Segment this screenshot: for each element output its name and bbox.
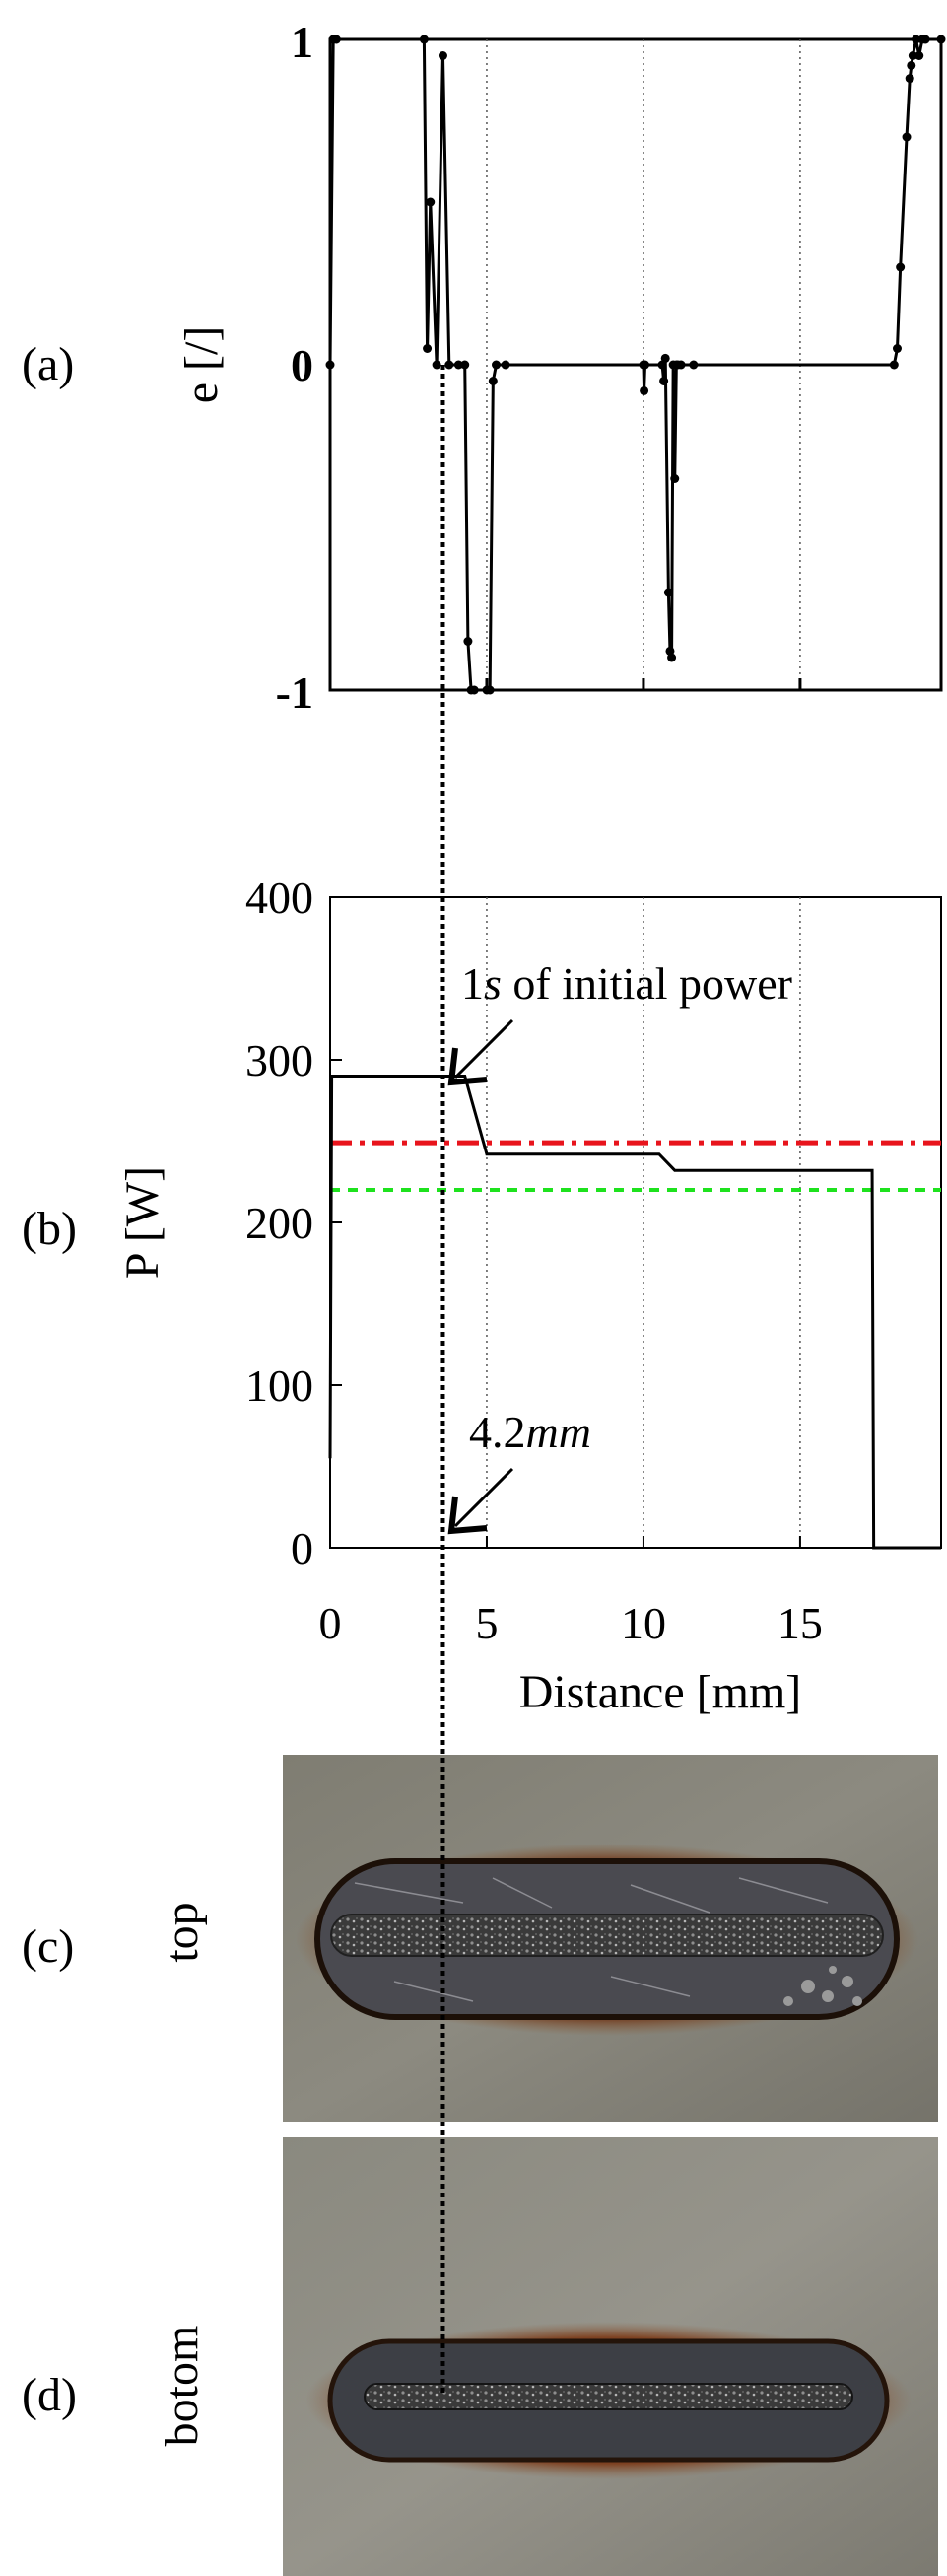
panel-b: 400 300 200 100 0 0 5 10 15 Distance [mm] P [W]…: [22, 872, 942, 1718]
data-point: [660, 353, 670, 363]
data-point: [419, 35, 429, 44]
xtick-label: 10: [621, 1598, 666, 1648]
photo-side-label-top: top: [156, 1902, 208, 1962]
data-point: [426, 197, 436, 207]
xtick-label: 15: [778, 1598, 823, 1648]
data-point: [460, 360, 470, 370]
arrow-head: [447, 1496, 488, 1535]
x-axis-label: Distance [mm]: [519, 1666, 802, 1718]
x-tick-labels: 0 5 10 15: [319, 1598, 823, 1648]
data-point: [659, 377, 669, 385]
weld-kerf: [330, 1914, 884, 1957]
photo-separator: [283, 2122, 938, 2137]
panel-label-b: (b): [22, 1203, 77, 1255]
data-point: [914, 51, 924, 60]
data-point: [492, 360, 502, 370]
series-points: [325, 35, 946, 695]
annotation-arrow: [453, 1018, 514, 1079]
data-point: [892, 344, 902, 353]
annotation-arrow: [453, 1467, 514, 1528]
data-point: [920, 35, 930, 44]
ytick-label: 100: [245, 1360, 313, 1411]
data-point: [663, 588, 673, 597]
panel-a: 1 0 -1 e [/] (a): [22, 17, 946, 718]
ytick-label: 0: [291, 1523, 313, 1573]
weld-kerf: [364, 2383, 853, 2410]
data-point: [325, 360, 335, 370]
data-point: [936, 35, 946, 44]
data-point: [463, 637, 473, 646]
spatter-dots: [783, 1966, 862, 2006]
annotation-initial-power: 1s of initial power: [447, 958, 792, 1086]
panel-d: (d) botom: [22, 2137, 938, 2576]
series-line-power: [328, 1075, 941, 1550]
data-point: [896, 262, 906, 272]
weld-scratches: [354, 1877, 829, 2002]
data-point: [469, 685, 479, 695]
data-point: [331, 35, 341, 44]
data-point: [907, 60, 916, 70]
data-point: [485, 685, 495, 695]
ytick-label: 300: [245, 1035, 313, 1085]
data-point: [453, 360, 463, 370]
arrow-head: [447, 1047, 488, 1086]
ytick-label: 400: [245, 872, 313, 923]
data-point: [423, 344, 433, 353]
annotation-text: 1s of initial power: [461, 958, 792, 1009]
y-tick-labels: 400 300 200 100 0: [245, 872, 313, 1573]
data-point: [432, 360, 441, 370]
data-point: [889, 360, 899, 370]
panel-c: (c) top: [22, 1755, 938, 2122]
ytick-label: 200: [245, 1198, 313, 1248]
data-point: [438, 51, 447, 60]
series-line: [328, 37, 941, 692]
photo-side-label-bottom: botom: [156, 2326, 208, 2447]
data-point: [912, 35, 921, 44]
ytick-label: 1: [291, 17, 313, 67]
panel-label-a: (a): [22, 338, 74, 390]
vertical-guide-lines: [486, 897, 801, 1548]
panel-label-c: (c): [22, 1920, 74, 1973]
annotation-text: 4.2mm: [469, 1407, 591, 1457]
data-point: [908, 51, 917, 60]
ytick-label: 0: [291, 340, 313, 390]
data-point: [488, 377, 498, 385]
data-point: [640, 385, 649, 395]
data-point: [905, 74, 914, 84]
data-point: [689, 360, 699, 370]
xtick-label: 0: [319, 1598, 342, 1648]
data-point: [667, 653, 677, 662]
data-point: [902, 132, 912, 142]
annotation-distance: 4.2mm: [447, 1407, 591, 1535]
data-point: [670, 474, 680, 483]
x-ticks: [328, 678, 802, 690]
ytick-label: -1: [276, 667, 313, 718]
panel-label-d: (d): [22, 2369, 77, 2421]
data-point: [641, 360, 650, 370]
y-axis-label: e [/]: [175, 326, 228, 404]
data-point: [444, 360, 454, 370]
data-point: [501, 360, 510, 370]
y-axis-label: P [W]: [116, 1166, 169, 1279]
data-point: [676, 360, 686, 370]
xtick-label: 5: [475, 1598, 498, 1648]
